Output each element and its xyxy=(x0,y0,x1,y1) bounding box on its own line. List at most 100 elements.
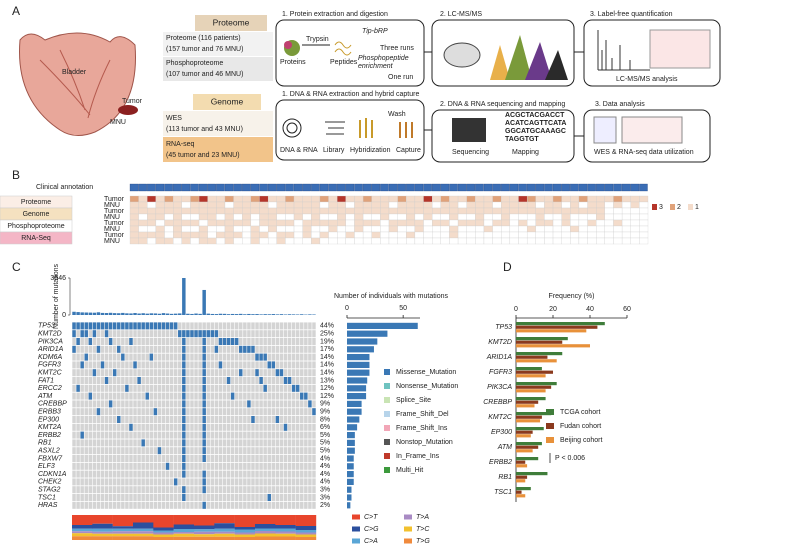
heatmap-cell xyxy=(371,225,381,233)
substitution-segment xyxy=(112,536,134,540)
cell-bg xyxy=(76,501,80,509)
cell-bg xyxy=(145,431,149,439)
phospho-box xyxy=(163,57,273,81)
bar xyxy=(516,344,590,348)
mutation-cell xyxy=(312,408,316,416)
heatmap-cell xyxy=(250,225,260,233)
cell-bg xyxy=(121,478,125,486)
cell-bg xyxy=(222,353,227,361)
cell-bg xyxy=(76,447,80,455)
heatmap-cell xyxy=(483,231,493,239)
cell-bg xyxy=(251,486,255,494)
cell-bg xyxy=(125,345,129,353)
heatmap-cell xyxy=(250,195,260,203)
bar xyxy=(198,313,202,315)
heatmap-cell xyxy=(129,219,139,227)
bar xyxy=(516,359,557,363)
cell-bg xyxy=(190,439,194,447)
step-title: 3. Data analysis xyxy=(595,101,645,108)
heatmap-cell xyxy=(233,231,243,239)
cell-bg xyxy=(92,423,97,431)
cell-bg xyxy=(149,392,154,400)
cell-bg xyxy=(161,369,166,377)
mutation-cell xyxy=(222,338,227,345)
cell-bg xyxy=(178,408,182,416)
heatmap-cell xyxy=(198,219,208,227)
cell-bg xyxy=(92,462,97,470)
substitution-segment xyxy=(255,536,276,540)
cell-bg xyxy=(259,345,263,353)
mutation-cell xyxy=(84,322,88,330)
patient-cell xyxy=(259,183,268,192)
cell-bg xyxy=(271,416,276,423)
heatmap-cell xyxy=(276,201,286,209)
cell-bg xyxy=(80,462,84,470)
cell-bg xyxy=(92,338,97,345)
cell-bg xyxy=(283,494,288,501)
cell-bg xyxy=(214,462,219,470)
cell-bg xyxy=(239,416,243,423)
cell-bg xyxy=(239,423,243,431)
cell-bg xyxy=(259,322,263,330)
cell-bg xyxy=(161,416,166,423)
cell-bg xyxy=(133,423,137,431)
heatmap-cell xyxy=(604,213,614,221)
cell-bg xyxy=(206,478,210,486)
cell-bg xyxy=(206,400,210,408)
cell-bg xyxy=(96,330,101,338)
cell-bg xyxy=(214,494,219,501)
heatmap-cell xyxy=(181,213,191,221)
cell-bg xyxy=(230,486,235,494)
cell-bg xyxy=(157,423,162,431)
cell-bg xyxy=(234,478,239,486)
cell-bg xyxy=(206,439,210,447)
cell-bg xyxy=(88,478,93,486)
cell-bg xyxy=(186,392,190,400)
patient-cell xyxy=(526,183,536,192)
heatmap-cell xyxy=(250,219,260,227)
heatmap-cell xyxy=(371,213,381,221)
heatmap-cell xyxy=(526,219,536,227)
mutation-cell xyxy=(214,345,219,353)
cell-bg xyxy=(76,416,80,423)
cell-bg xyxy=(96,392,101,400)
heatmap-cell xyxy=(207,237,217,245)
mutation-cell xyxy=(202,408,206,416)
heatmap-cell xyxy=(406,219,416,227)
cell-bg xyxy=(186,494,190,501)
heatmap-cell xyxy=(198,207,208,215)
cell-bg xyxy=(80,338,84,345)
heatmap-cell xyxy=(397,231,407,239)
cell-bg xyxy=(112,494,117,501)
cell-bg xyxy=(291,423,296,431)
heatmap-cell xyxy=(630,237,640,245)
cell-bg xyxy=(125,392,129,400)
heatmap-cell xyxy=(388,237,398,245)
cell-bg xyxy=(129,478,133,486)
cell-bg xyxy=(76,345,80,353)
cell-bg xyxy=(291,439,296,447)
cell-bg xyxy=(194,423,198,431)
bar xyxy=(178,313,182,315)
cell-bg xyxy=(133,345,137,353)
cell-bg xyxy=(255,392,259,400)
cell-bg xyxy=(255,478,259,486)
heatmap-cell xyxy=(406,201,416,209)
hybrid-icon xyxy=(359,118,373,138)
legend-label: Missense_Mutation xyxy=(396,369,456,376)
cell-bg xyxy=(214,384,219,392)
cell-bg xyxy=(194,322,198,330)
cell-bg xyxy=(88,353,93,361)
cell-bg xyxy=(76,470,80,478)
x-tick-label: 20 xyxy=(549,306,557,313)
heatmap-cell xyxy=(552,225,562,233)
mutation-cell xyxy=(202,455,206,462)
cell-bg xyxy=(96,447,101,455)
count-bar xyxy=(347,330,388,337)
cell-bg xyxy=(72,338,76,345)
cell-bg xyxy=(267,447,271,455)
cell-bg xyxy=(287,408,292,416)
cell-bg xyxy=(279,431,284,439)
gene-label: KMT2C xyxy=(488,414,513,421)
patient-cell xyxy=(276,183,286,192)
